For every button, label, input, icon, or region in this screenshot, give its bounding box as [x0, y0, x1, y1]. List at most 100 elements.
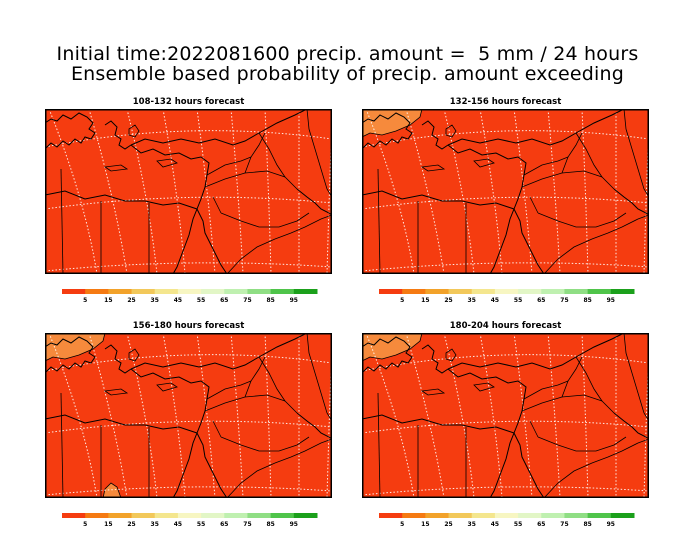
colorbar-tick-label: 35: [468, 521, 476, 528]
country-border: [306, 333, 332, 422]
colorbar-swatch: [610, 289, 635, 294]
panel-title-2: 132-156 hours forecast: [449, 97, 562, 107]
colorbar-swatch: [201, 513, 225, 518]
island-outline: [445, 124, 457, 138]
island-outline: [445, 348, 457, 362]
coastline: [362, 414, 515, 434]
colorbar-swatch: [154, 513, 179, 518]
coastline: [489, 208, 515, 274]
parallel-line: [362, 130, 649, 148]
meridian-line: [196, 109, 216, 274]
colorbar-swatch: [564, 513, 589, 518]
country-border: [529, 420, 539, 438]
colorbar-tick-label: 5: [83, 297, 87, 304]
coastline: [362, 336, 413, 374]
colorbar-tick-label: 45: [174, 521, 182, 528]
colorbar-tick-label: 95: [290, 521, 298, 528]
meridian-line: [365, 333, 415, 498]
colorbar-tick-label: 65: [537, 521, 545, 528]
colorbar-tick-label: 65: [220, 521, 228, 528]
map-frame: [45, 109, 332, 274]
meridian-line: [126, 109, 158, 274]
country-border: [60, 392, 64, 498]
meridian-line: [126, 333, 158, 498]
country-border: [220, 436, 310, 452]
colorbar-tick-label: 75: [560, 297, 568, 304]
colorbar-swatch: [587, 289, 612, 294]
meridian-line: [88, 109, 128, 274]
country-border: [529, 196, 539, 214]
country-border: [306, 109, 332, 198]
colorbar-swatch: [293, 513, 318, 518]
colorbar-tick-label: 5: [400, 297, 404, 304]
colorbar-swatch: [587, 513, 612, 518]
country-border: [521, 170, 615, 190]
colorbar-tick-label: 75: [243, 521, 251, 528]
colorbar-swatch: [541, 513, 565, 518]
coastline: [513, 208, 545, 274]
country-border: [206, 380, 252, 400]
parallel-line: [45, 262, 332, 272]
parallel-line: [45, 130, 332, 148]
country-border: [521, 394, 615, 414]
coastline: [172, 432, 198, 498]
coastline: [489, 432, 515, 498]
colorbar-swatch: [154, 289, 179, 294]
country-border: [575, 356, 603, 402]
island-outline: [128, 124, 140, 138]
colorbar-swatch: [247, 513, 272, 518]
country-border: [226, 438, 332, 498]
coastline: [613, 412, 649, 440]
colorbar-swatch: [247, 289, 272, 294]
coastline: [421, 344, 449, 374]
coastline: [104, 120, 132, 150]
coastline: [196, 208, 228, 274]
parallel-line: [45, 486, 332, 496]
panel-title-4: 180-204 hours forecast: [449, 321, 562, 331]
colorbar-swatch: [471, 289, 496, 294]
parallel-line: [362, 196, 649, 210]
coastline: [45, 336, 96, 374]
coastline: [513, 432, 545, 498]
coastline: [613, 188, 649, 216]
colorbar-tick-label: 15: [421, 297, 429, 304]
country-border: [523, 156, 569, 176]
meridian-line: [264, 333, 272, 498]
low-probability-area: [362, 333, 423, 362]
colorbar-4: 5 15 25 35 45 55 65 75 85 95: [379, 513, 635, 529]
panel-title-1: 108-132 hours forecast: [132, 97, 245, 107]
coastline: [130, 109, 308, 146]
colorbar-2: 5 15 25 35 45 55 65 75 85 95: [379, 289, 635, 305]
colorbar-tick-label: 15: [104, 297, 112, 304]
country-border: [623, 333, 649, 422]
coastline: [421, 120, 449, 150]
coastline: [362, 112, 413, 150]
coastline: [447, 109, 625, 146]
country-border: [258, 356, 286, 402]
colorbar-tick-label: 25: [127, 521, 135, 528]
map-frame: [45, 333, 332, 498]
colorbar-swatch: [224, 513, 248, 518]
colorbar-swatch: [293, 289, 318, 294]
meridian-line: [365, 109, 415, 274]
country-border: [543, 214, 649, 274]
colorbar-swatch: [85, 513, 109, 518]
colorbar-swatch: [201, 289, 225, 294]
colorbar-tick-label: 85: [266, 521, 274, 528]
island-outline: [420, 164, 446, 172]
colorbar-tick-label: 85: [266, 297, 274, 304]
colorbar-swatch: [62, 513, 86, 518]
meridian-line: [547, 333, 561, 498]
colorbar-swatch: [108, 513, 133, 518]
island-outline: [103, 164, 129, 172]
colorbar-swatch: [518, 289, 542, 294]
meridian-line: [405, 109, 445, 274]
country-border: [244, 132, 266, 174]
country-border: [537, 212, 627, 228]
coastline: [104, 344, 132, 374]
map-frame: [362, 109, 649, 274]
map-frame: [362, 333, 649, 498]
colorbar-swatch: [402, 513, 426, 518]
coastline: [130, 144, 210, 210]
colorbar-swatch: [131, 513, 156, 518]
